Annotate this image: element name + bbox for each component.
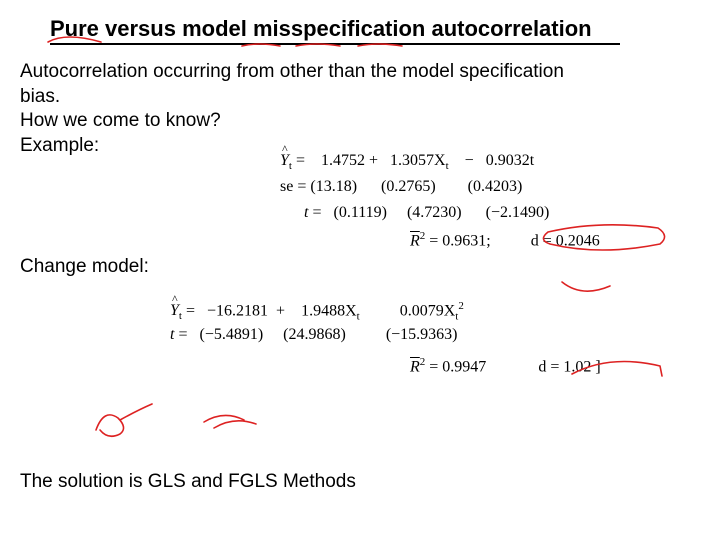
eq2-stats: R2 = 0.9947 d = 1.02 ] bbox=[410, 356, 601, 376]
annotation-scribble-2 bbox=[200, 406, 270, 439]
title-underline bbox=[50, 43, 620, 45]
eq2-t: t = (−5.4891) (24.9868) (−15.9363) bbox=[170, 326, 458, 344]
eq1-t: t = (0.1119) (4.7230) (−2.1490) bbox=[304, 204, 549, 222]
eq1-stats: R2 = 0.9631; d = 0.2046 bbox=[410, 230, 600, 250]
example-label: Example: bbox=[20, 134, 99, 159]
intro-line-2: bias. bbox=[20, 85, 680, 110]
intro-line-1: Autocorrelation occurring from other tha… bbox=[20, 60, 680, 85]
page-title: Pure versus model misspecification autoc… bbox=[50, 16, 592, 42]
intro-line-3: How we come to know? bbox=[20, 109, 680, 134]
eq2-main: Yt = −16.2181 + 1.9488Xt 0.0079Xt2 bbox=[170, 300, 464, 323]
intro-paragraph: Autocorrelation occurring from other tha… bbox=[20, 60, 680, 134]
change-model-label: Change model: bbox=[20, 255, 149, 280]
eq1-se: se = (13.18) (0.2765) (0.4203) bbox=[280, 178, 522, 196]
solution-text: The solution is GLS and FGLS Methods bbox=[20, 470, 356, 495]
annotation-scribble-1 bbox=[90, 400, 160, 445]
annotation-d1-tick bbox=[560, 278, 620, 307]
eq1-main: Yt = 1.4752 + 1.3057Xt − 0.9032t bbox=[280, 152, 534, 172]
